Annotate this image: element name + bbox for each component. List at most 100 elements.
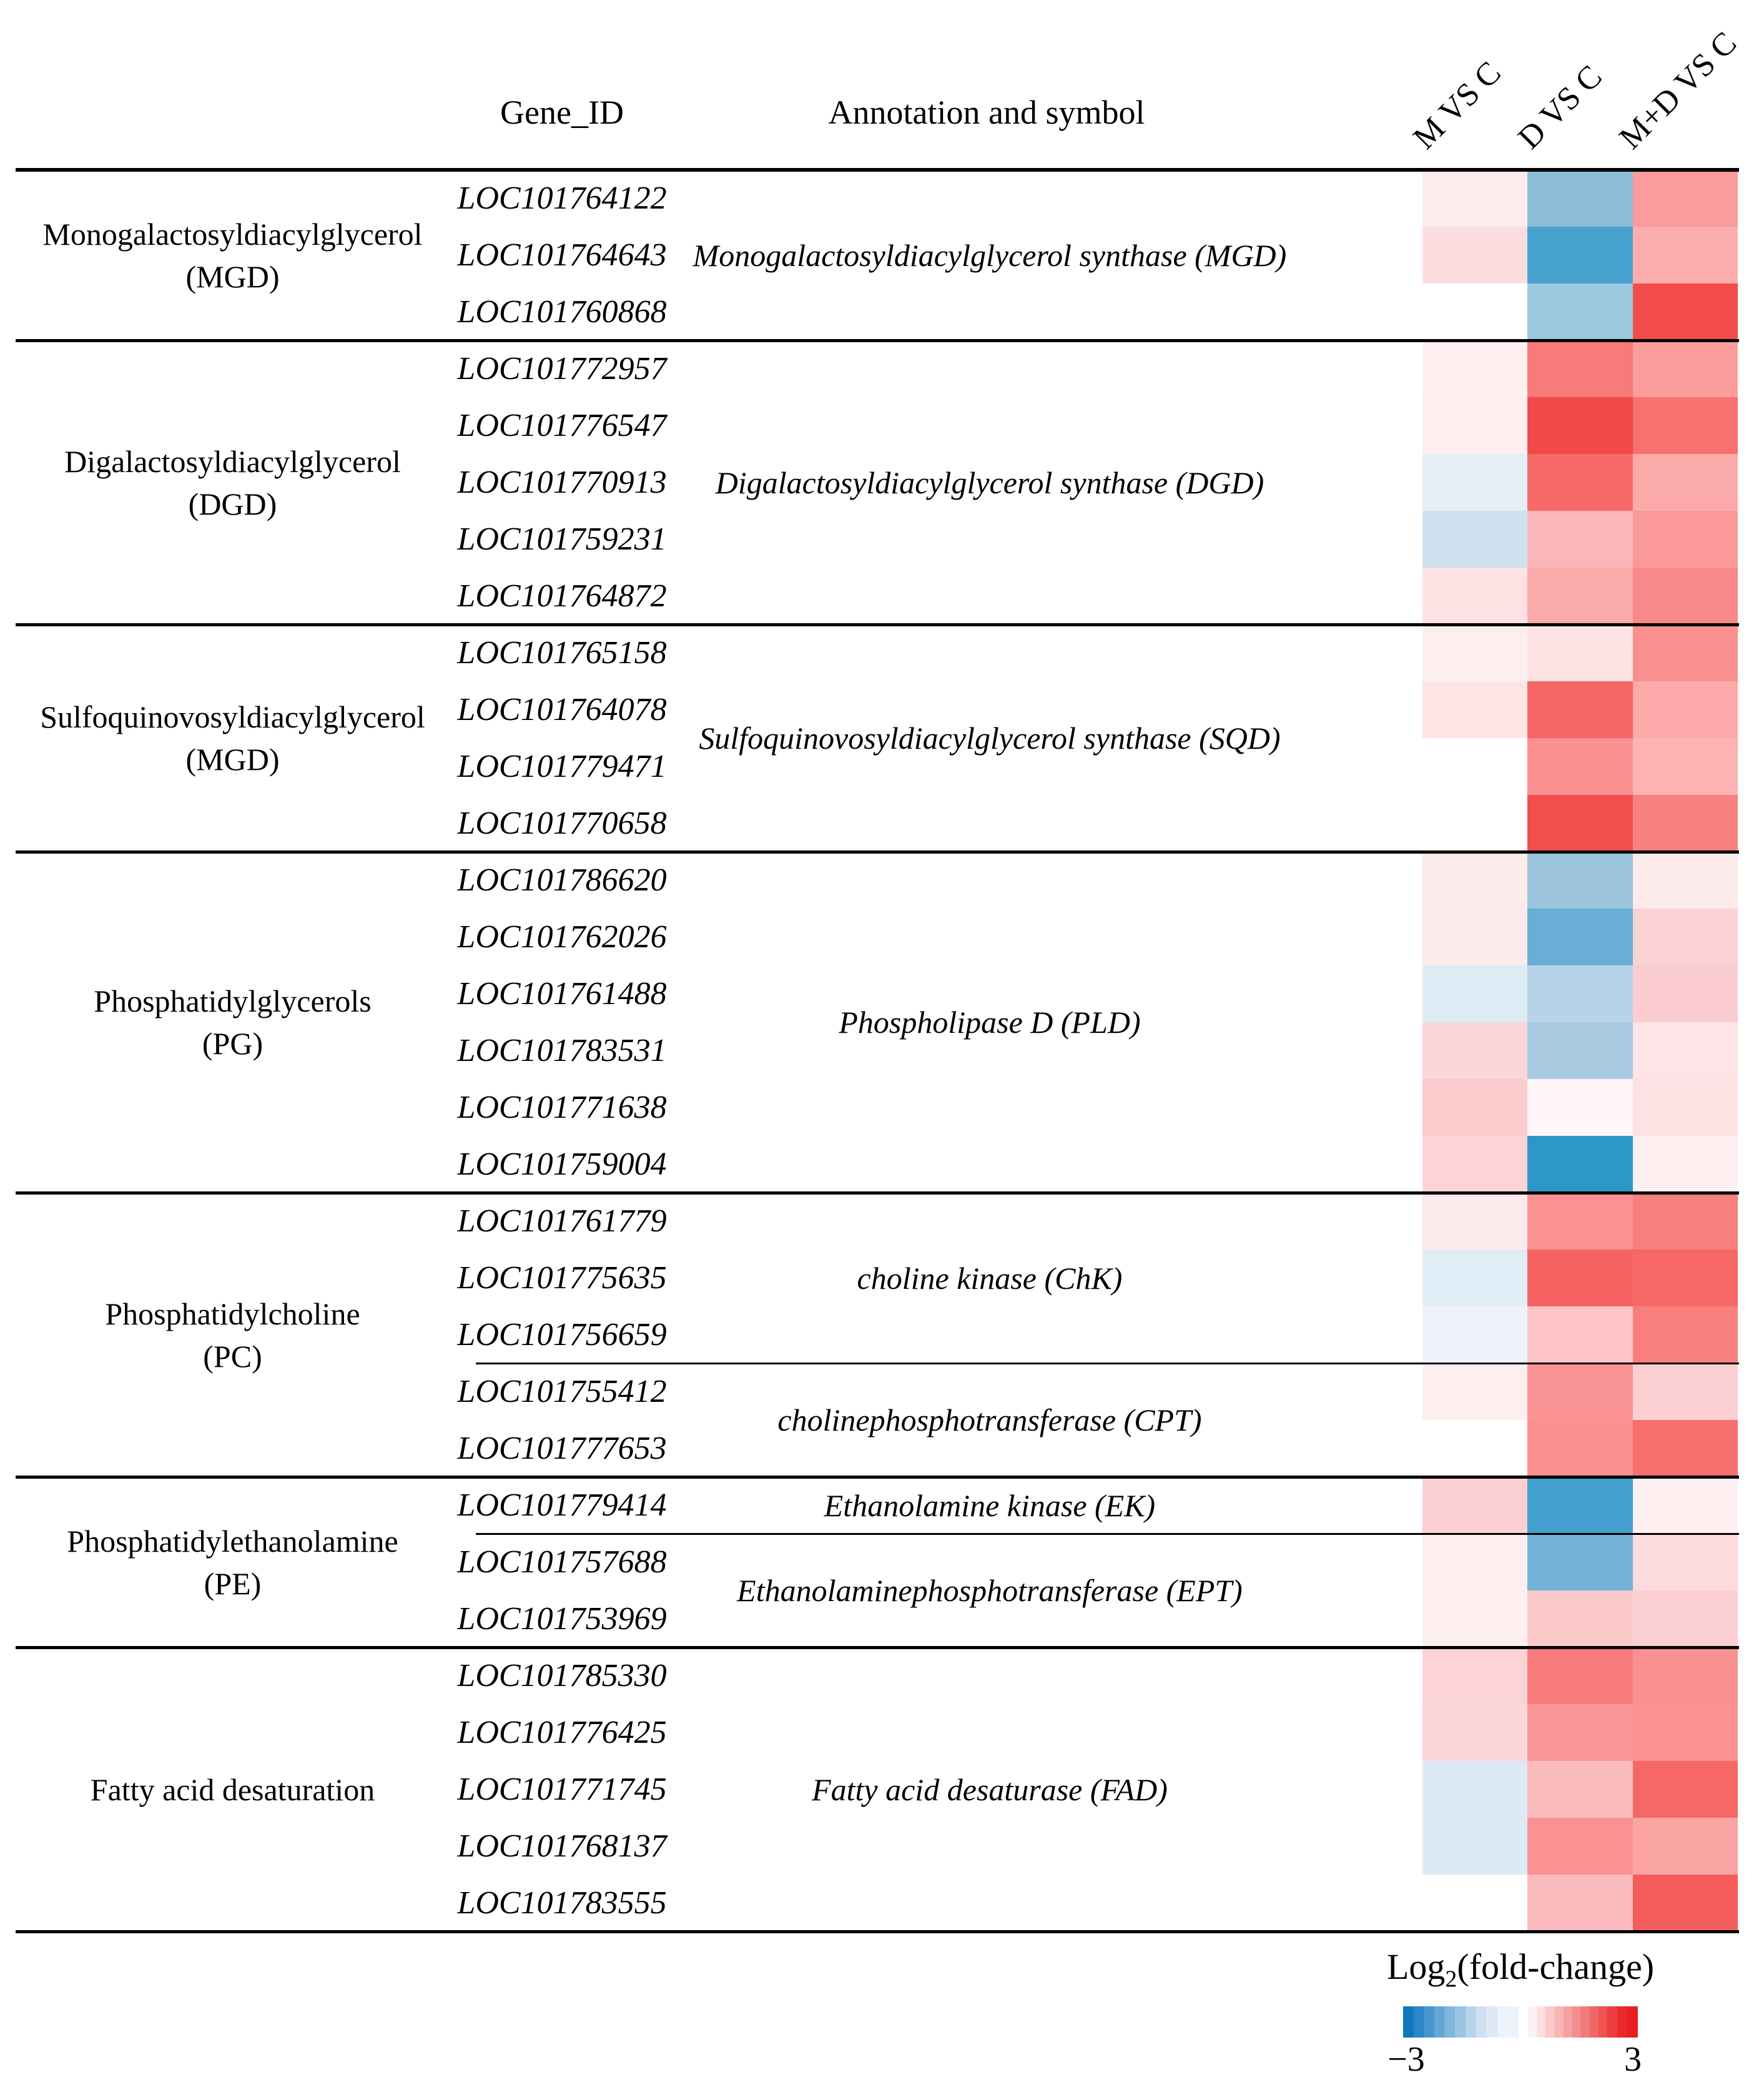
block-separator-line — [16, 1930, 1739, 1933]
legend-title: Log2(fold-change) — [1330, 1947, 1711, 1999]
heatmap-cell — [1527, 1363, 1633, 1420]
gene-id: LOC101776425 — [457, 1715, 667, 1750]
heatmap-cell — [1527, 624, 1633, 681]
heatmap-cell — [1422, 1306, 1528, 1363]
heatmap-cell — [1632, 511, 1738, 568]
annotation-label: Fatty acid desaturase (FAD) — [812, 1772, 1168, 1807]
gene-id: LOC101761488 — [457, 976, 667, 1012]
heatmap-cell — [1422, 624, 1528, 681]
heatmap-cell — [1632, 1306, 1738, 1363]
block-separator-line — [16, 623, 1739, 626]
block-separator-line — [16, 1191, 1739, 1195]
heatmap-cell — [1422, 1818, 1528, 1875]
gene-id: LOC101759231 — [457, 521, 667, 557]
annotation-label: Digalactosyldiacylglycerol synthase (DGD… — [715, 465, 1264, 500]
heatmap-cell — [1422, 795, 1528, 852]
category-label-line: (MGD) — [185, 742, 280, 777]
gene-id: LOC101786620 — [457, 862, 667, 898]
block-separator-line — [16, 339, 1739, 342]
heatmap-cell — [1632, 1079, 1738, 1136]
gene-id: LOC101779414 — [457, 1487, 667, 1523]
heatmap-cell — [1422, 170, 1528, 227]
sub-separator-line — [476, 1363, 1739, 1364]
legend-colorbar-negative — [1403, 2006, 1519, 2038]
gene-id: LOC101772957 — [457, 351, 667, 387]
gene-id: LOC101783555 — [457, 1885, 667, 1921]
heatmap-cell — [1422, 340, 1528, 397]
category-label-line: (DGD) — [188, 486, 277, 521]
gene-id: LOC101762026 — [457, 919, 667, 955]
annotation-label: Ethanolaminephosphotransferase (EPT) — [737, 1573, 1243, 1608]
gene-id: LOC101771638 — [457, 1090, 667, 1125]
heatmap-cell — [1527, 795, 1633, 852]
heatmap-cell — [1422, 1250, 1528, 1306]
heatmap-cell — [1632, 1250, 1738, 1306]
heatmap-cell — [1632, 340, 1738, 397]
heatmap-cell — [1632, 681, 1738, 738]
gene-id: LOC101783531 — [457, 1033, 667, 1068]
heatmap-cell — [1632, 170, 1738, 227]
legend-title-pre: Log — [1386, 1946, 1446, 1987]
heatmap-cell — [1632, 738, 1738, 795]
heatmap-cell — [1632, 1704, 1738, 1761]
gene-id: LOC101765158 — [457, 635, 667, 671]
heatmap-cell — [1527, 454, 1633, 511]
heatmap-cell — [1632, 909, 1738, 965]
heatmap-cell — [1422, 1590, 1528, 1647]
heatmap-cell — [1422, 1022, 1528, 1079]
heatmap-cell — [1527, 681, 1633, 738]
heatmap-cell — [1632, 1477, 1738, 1534]
category-label: Phosphatidylethanolamine (PE) — [16, 1477, 450, 1647]
heatmap-cell — [1422, 965, 1528, 1022]
gene-id: LOC101764872 — [457, 578, 667, 614]
annotation-label: Ethanolamine kinase (EK) — [824, 1487, 1156, 1523]
annotation-label: Sulfoquinovosyldiacylglycerol synthase (… — [699, 721, 1281, 756]
heatmap-cell — [1422, 227, 1528, 283]
heatmap-cell — [1527, 909, 1633, 965]
heatmap-cell — [1527, 1193, 1633, 1250]
category-label-line: (PG) — [202, 1026, 264, 1061]
gene-id: LOC101757688 — [457, 1544, 667, 1580]
heatmap-cell — [1632, 852, 1738, 909]
heatmap-cell — [1422, 909, 1528, 965]
heatmap-cell — [1527, 1761, 1633, 1818]
column-header-d-vs-c: D VS C — [1511, 58, 1609, 156]
heatmap-cell — [1527, 1534, 1633, 1590]
heatmap-cell — [1632, 1420, 1738, 1477]
heatmap-cell — [1527, 1590, 1633, 1647]
heatmap-cell — [1632, 1761, 1738, 1818]
legend-title-post: (fold-change) — [1457, 1946, 1655, 1987]
heatmap-cell — [1527, 340, 1633, 397]
category-label-line: Fatty acid desaturation — [90, 1772, 375, 1807]
heatmap-cell — [1632, 1136, 1738, 1193]
category-label-line: Phosphatidylethanolamine — [67, 1523, 398, 1559]
category-label: Sulfoquinovosyldiacylglycerol (MGD) — [16, 624, 450, 852]
heatmap-cell — [1422, 1420, 1528, 1477]
heatmap-cell — [1422, 454, 1528, 511]
heatmap-cell — [1632, 1363, 1738, 1420]
heatmap-cell — [1632, 1534, 1738, 1590]
heatmap-cell — [1527, 738, 1633, 795]
gene-id: LOC101756659 — [457, 1317, 667, 1353]
heatmap-cell — [1632, 624, 1738, 681]
gene-id: LOC101770913 — [457, 465, 667, 500]
heatmap-cell — [1527, 1420, 1633, 1477]
legend-title-sub: 2 — [1445, 1966, 1457, 1993]
gene-id-column-header: Gene_ID — [500, 94, 624, 131]
gene-id: LOC101764643 — [457, 237, 667, 273]
gene-id: LOC101776547 — [457, 408, 667, 443]
category-label: Monogalactosyldiacylglycerol (MGD) — [16, 170, 450, 340]
category-label-line: (PE) — [204, 1565, 262, 1601]
gene-id: LOC101777653 — [457, 1431, 667, 1466]
heatmap-cell — [1527, 568, 1633, 624]
heatmap-cell — [1422, 1477, 1528, 1534]
category-label: Phosphatidylcholine (PC) — [16, 1193, 450, 1477]
heatmap-cell — [1527, 1136, 1633, 1193]
block-separator-line — [16, 1646, 1739, 1649]
heatmap-cell — [1632, 965, 1738, 1022]
column-header-md-vs-c: M+D VS C — [1612, 25, 1744, 156]
legend-min-label: −3 — [1387, 2040, 1425, 2079]
heatmap-cell — [1632, 227, 1738, 283]
heatmap-cell — [1527, 1818, 1633, 1875]
